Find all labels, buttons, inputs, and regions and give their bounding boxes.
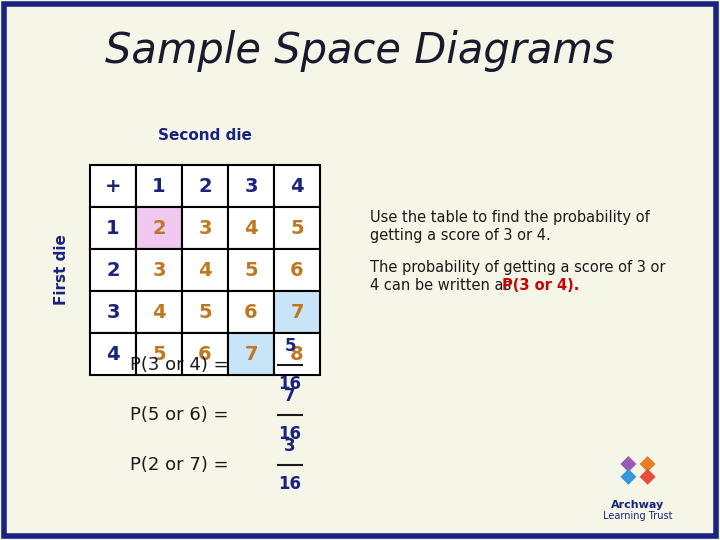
Text: 16: 16	[279, 475, 302, 493]
Text: 6: 6	[290, 260, 304, 280]
Text: 3: 3	[152, 260, 166, 280]
Bar	[274, 249, 320, 291]
Text: First die: First die	[55, 234, 70, 306]
Text: P(3 or 4) =: P(3 or 4) =	[130, 356, 235, 374]
Bar	[136, 165, 182, 207]
Bar	[90, 249, 136, 291]
Text: 3: 3	[284, 437, 296, 455]
Text: The probability of getting a score of 3 or: The probability of getting a score of 3 …	[370, 260, 665, 275]
Polygon shape	[621, 456, 636, 472]
Text: P(2 or 7) =: P(2 or 7) =	[130, 456, 235, 474]
Text: 16: 16	[279, 375, 302, 393]
Text: P(3 or 4).: P(3 or 4).	[502, 278, 580, 293]
Text: 6: 6	[198, 345, 212, 363]
Text: Sample Space Diagrams: Sample Space Diagrams	[105, 30, 615, 72]
Text: 5: 5	[244, 260, 258, 280]
Text: 3: 3	[244, 177, 258, 195]
Bar	[182, 333, 228, 375]
Text: 4: 4	[152, 302, 166, 321]
Polygon shape	[621, 469, 636, 485]
Text: 16: 16	[279, 425, 302, 443]
Text: P(5 or 6) =: P(5 or 6) =	[130, 406, 234, 424]
Bar	[228, 207, 274, 249]
Bar	[274, 291, 320, 333]
Bar	[228, 165, 274, 207]
Text: 2: 2	[198, 177, 212, 195]
Bar	[182, 207, 228, 249]
Text: 7: 7	[290, 302, 304, 321]
Bar	[136, 333, 182, 375]
Bar	[182, 291, 228, 333]
Bar	[136, 291, 182, 333]
Text: 4: 4	[290, 177, 304, 195]
Text: 4 can be written as: 4 can be written as	[370, 278, 516, 293]
Text: 7: 7	[244, 345, 258, 363]
Text: 2: 2	[106, 260, 120, 280]
Text: 4: 4	[106, 345, 120, 363]
Bar	[90, 207, 136, 249]
Bar	[90, 165, 136, 207]
Text: 1: 1	[106, 219, 120, 238]
Text: 2: 2	[152, 219, 166, 238]
Text: 5: 5	[284, 337, 296, 355]
Text: 3: 3	[198, 219, 212, 238]
Text: getting a score of 3 or 4.: getting a score of 3 or 4.	[370, 228, 551, 243]
Bar	[90, 333, 136, 375]
Text: 7: 7	[284, 387, 296, 405]
Text: Use the table to find the probability of: Use the table to find the probability of	[370, 210, 649, 225]
Bar	[228, 249, 274, 291]
Text: 5: 5	[198, 302, 212, 321]
Text: 6: 6	[244, 302, 258, 321]
Bar	[228, 333, 274, 375]
Text: 4: 4	[198, 260, 212, 280]
Text: Archway: Archway	[611, 500, 665, 510]
Text: 3: 3	[107, 302, 120, 321]
Bar	[274, 207, 320, 249]
Text: Second die: Second die	[158, 128, 252, 143]
Text: 8: 8	[290, 345, 304, 363]
Bar	[136, 207, 182, 249]
Polygon shape	[639, 469, 656, 485]
Text: 5: 5	[290, 219, 304, 238]
Bar	[228, 291, 274, 333]
Bar	[274, 165, 320, 207]
Bar	[182, 249, 228, 291]
Text: 4: 4	[244, 219, 258, 238]
Bar	[136, 249, 182, 291]
Text: +: +	[104, 177, 121, 195]
Text: Learning Trust: Learning Trust	[603, 511, 672, 521]
Text: 5: 5	[152, 345, 166, 363]
Polygon shape	[639, 456, 656, 472]
Text: 1: 1	[152, 177, 166, 195]
Bar	[274, 333, 320, 375]
Bar	[90, 291, 136, 333]
Bar	[182, 165, 228, 207]
